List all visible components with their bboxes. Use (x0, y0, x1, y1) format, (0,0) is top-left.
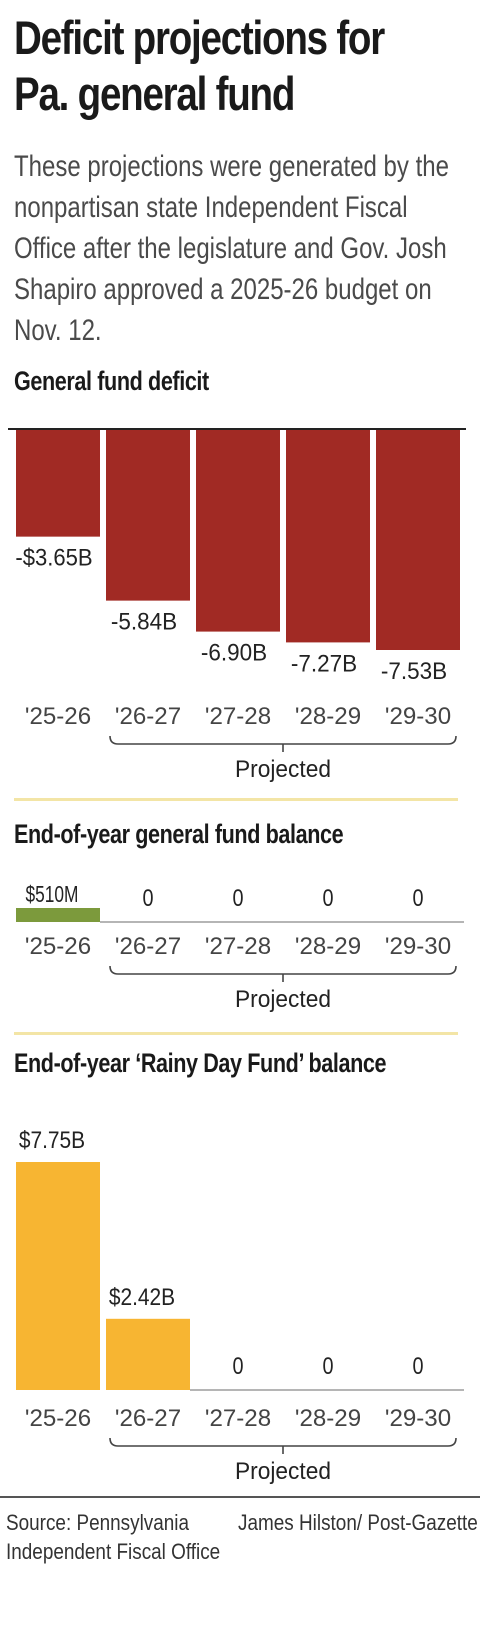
projected-label: Projected (235, 986, 331, 1013)
deficit-chart-title: General fund deficit (14, 366, 209, 396)
rainy-chart-title: End-of-year ‘Rainy Day Fund’ balance (14, 1048, 387, 1078)
x-tick-label: '25-26 (25, 703, 91, 730)
projected-label: Projected (235, 1458, 331, 1485)
deficit-value-label: -$3.65B (15, 545, 92, 572)
rainy-value-label: 0 (232, 1353, 243, 1380)
rainy-value-label: 0 (322, 1353, 333, 1380)
balance-value-label: $510M (26, 881, 79, 907)
balance-chart-title: End-of-year general fund balance (14, 819, 344, 849)
deficit-value-label: -5.84B (111, 609, 177, 636)
x-tick-label: '25-26 (25, 1405, 91, 1432)
x-tick-label: '27-28 (205, 703, 271, 730)
deficit-bar (16, 430, 100, 537)
x-tick-label: '28-29 (295, 1405, 361, 1432)
source-note: Source: Pennsylvania Independent Fiscal … (6, 1510, 221, 1564)
deficit-bar (106, 430, 190, 601)
footer-divider (0, 1496, 480, 1498)
section-divider-1 (14, 798, 458, 801)
balance-value-label: 0 (412, 885, 423, 912)
x-tick-label: '28-29 (295, 933, 361, 960)
x-tick-label: '29-30 (385, 703, 451, 730)
projected-label: Projected (235, 756, 331, 783)
section-divider-2 (14, 1032, 458, 1035)
deficit-bar (196, 430, 280, 632)
rainy-chart: $7.75B '25-26 $2.42B '26-27 0 '27-28 0 '28-29 0 '… (16, 1127, 464, 1485)
x-tick-label: '27-28 (205, 1405, 271, 1432)
balance-chart: $510M '25-26 0 '26-27 0 '27-28 0 '28-29 0 '29-30 P… (16, 881, 464, 1013)
x-tick-label: '25-26 (25, 933, 91, 960)
rainy-bar (16, 1162, 100, 1390)
rainy-value-label: $7.75B (19, 1127, 85, 1154)
deficit-bar (286, 430, 370, 643)
rainy-value-label: $2.42B (109, 1284, 175, 1311)
deficit-value-label: -6.90B (201, 640, 267, 667)
credit-note: James Hilston/ Post-Gazette (238, 1510, 478, 1535)
x-tick-label: '26-27 (115, 703, 181, 730)
page-subtitle: These projections were generated by the … (14, 150, 449, 347)
rainy-bar (106, 1318, 190, 1390)
balance-value-label: 0 (322, 885, 333, 912)
balance-value-label: 0 (142, 885, 153, 912)
x-tick-label: '29-30 (385, 1405, 451, 1432)
x-tick-label: '28-29 (295, 703, 361, 730)
balance-value-label: 0 (232, 885, 243, 912)
deficit-value-label: -7.27B (291, 650, 357, 677)
x-tick-label: '27-28 (205, 933, 271, 960)
deficit-value-label: -7.53B (381, 658, 447, 685)
page-title: Deficit projections for Pa. general fund (14, 11, 385, 120)
projected-bracket (109, 735, 457, 745)
x-tick-label: '26-27 (115, 933, 181, 960)
x-tick-label: '26-27 (115, 1405, 181, 1432)
rainy-value-label: 0 (412, 1353, 423, 1380)
projected-bracket (109, 965, 457, 975)
x-tick-label: '29-30 (385, 933, 451, 960)
deficit-bar (376, 430, 460, 650)
deficit-chart: -$3.65B '25-26 -5.84B '26-27 -6.90B '27-28 -7.… (8, 428, 466, 783)
balance-bar (16, 908, 100, 922)
projected-bracket (109, 1437, 457, 1447)
